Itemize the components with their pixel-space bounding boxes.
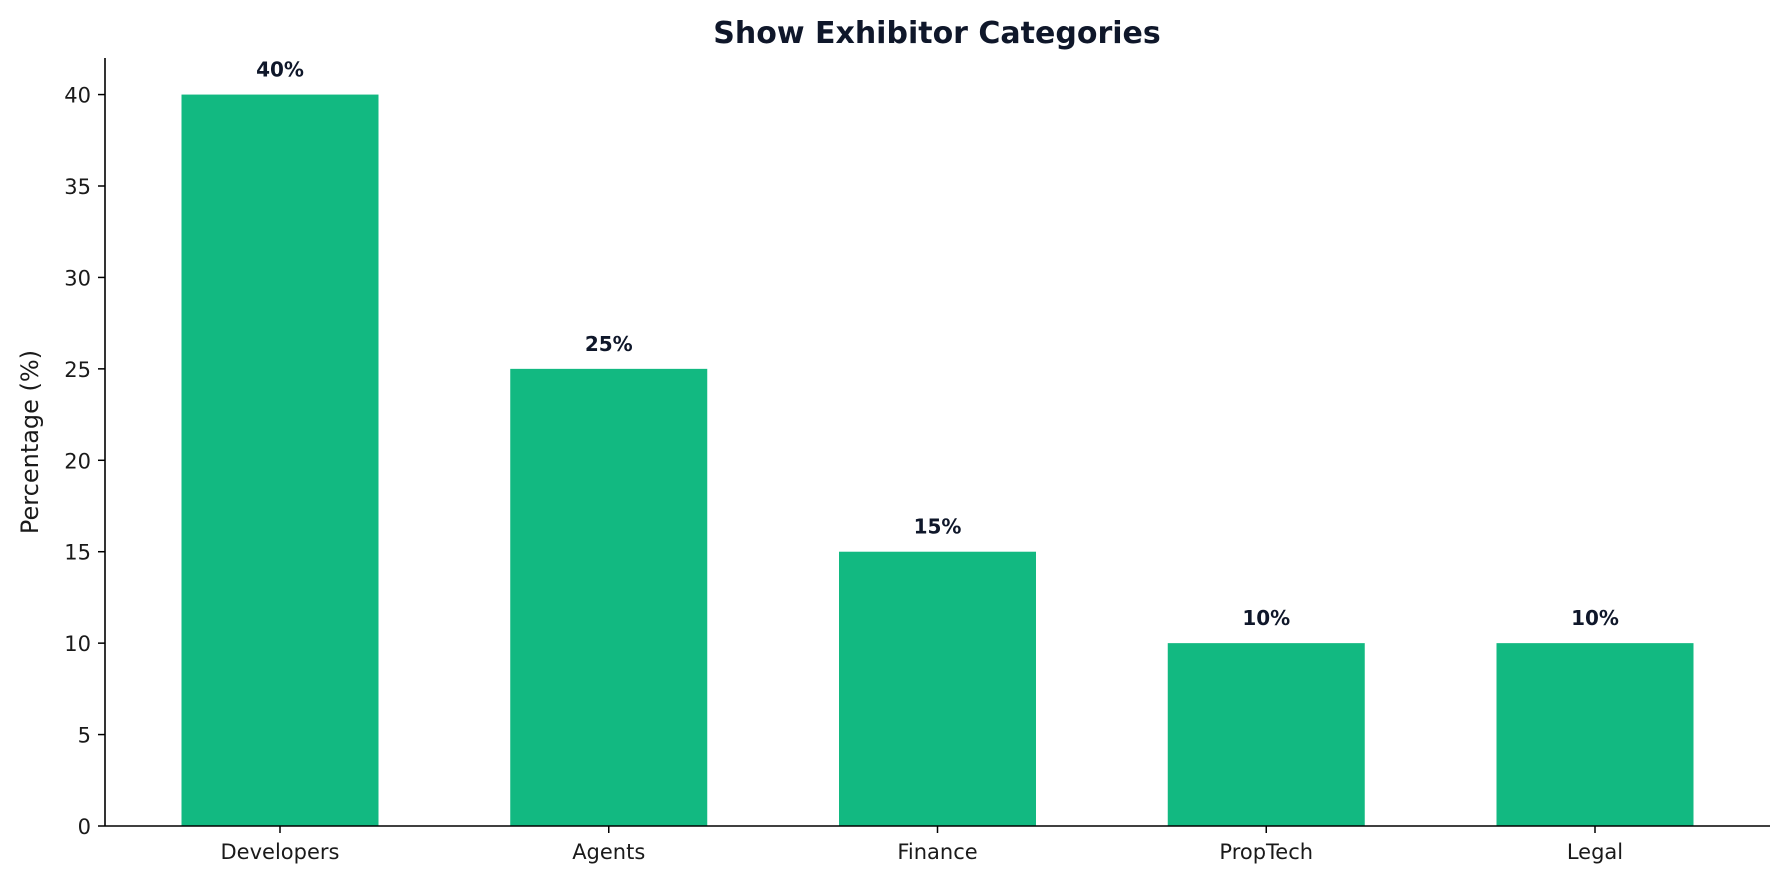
x-tick-label: Finance (897, 840, 977, 864)
bar-proptech (1167, 643, 1365, 826)
y-ticks-layer: 0 5 10 15 20 25 30 35 40 (64, 84, 105, 839)
data-label-legal: 10% (1571, 606, 1619, 630)
x-tick-label: PropTech (1219, 840, 1313, 864)
bars-layer (181, 94, 1694, 827)
bar-legal (1496, 643, 1694, 826)
y-tick-label: 5 (78, 724, 91, 748)
bar-developers (181, 94, 379, 827)
y-tick-label: 20 (64, 449, 91, 473)
x-tick-label: Agents (572, 840, 645, 864)
y-tick-label: 40 (64, 84, 91, 108)
data-label-developers: 40% (256, 58, 304, 82)
bar-agents (510, 368, 708, 826)
data-labels-layer: 40% 25% 15% 10% 10% (256, 58, 1619, 631)
data-label-proptech: 10% (1242, 606, 1290, 630)
y-axis-label: Percentage (%) (16, 350, 44, 534)
y-tick-label: 25 (64, 358, 91, 382)
chart-title: Show Exhibitor Categories (713, 16, 1160, 51)
x-ticks-layer: Developers Agents Finance PropTech Legal (221, 826, 1623, 864)
y-tick-label: 15 (64, 541, 91, 565)
data-label-finance: 15% (914, 515, 962, 539)
y-tick-label: 10 (64, 632, 91, 656)
y-tick-label: 0 (78, 815, 91, 839)
bar-finance (839, 551, 1036, 826)
y-tick-label: 30 (64, 266, 91, 290)
y-tick-label: 35 (64, 175, 91, 199)
x-tick-label: Developers (221, 840, 340, 864)
data-label-agents: 25% (585, 332, 633, 356)
x-tick-label: Legal (1567, 840, 1623, 864)
